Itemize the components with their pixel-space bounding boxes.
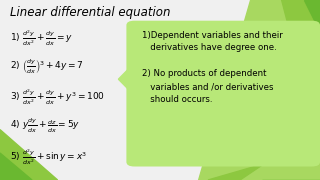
Polygon shape xyxy=(198,0,320,180)
Text: 3) $\frac{d^2y}{dx^2} + \frac{dy}{dx} + y^3 = 100$: 3) $\frac{d^2y}{dx^2} + \frac{dy}{dx} + … xyxy=(10,87,105,107)
Text: 5) $\frac{d^2y}{dx^2} + \sin y = x^3$: 5) $\frac{d^2y}{dx^2} + \sin y = x^3$ xyxy=(10,147,87,167)
Text: 1) $\frac{d^2y}{dx^2} + \frac{dy}{dx} = y$: 1) $\frac{d^2y}{dx^2} + \frac{dy}{dx} = … xyxy=(10,28,72,48)
Text: Linear differential equation: Linear differential equation xyxy=(10,6,170,19)
FancyBboxPatch shape xyxy=(126,21,320,166)
Text: 2) $\left(\frac{dy}{dx}\right)^3 +4y = 7$: 2) $\left(\frac{dy}{dx}\right)^3 +4y = 7… xyxy=(10,58,84,76)
Polygon shape xyxy=(208,0,320,180)
Polygon shape xyxy=(0,153,32,180)
Text: 4) $y\frac{dy}{dx} + \frac{dz}{dx} = 5y$: 4) $y\frac{dy}{dx} + \frac{dz}{dx} = 5y$ xyxy=(10,117,80,135)
Text: 1)Dependent variables and their
   derivatives have degree one.

2) No products : 1)Dependent variables and their derivati… xyxy=(142,31,283,104)
Polygon shape xyxy=(304,0,320,32)
Polygon shape xyxy=(0,130,58,180)
Polygon shape xyxy=(118,63,134,95)
